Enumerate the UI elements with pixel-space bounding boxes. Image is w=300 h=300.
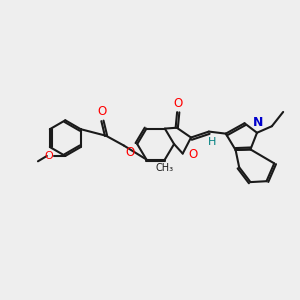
Text: H: H: [208, 137, 217, 147]
Text: N: N: [253, 116, 264, 129]
Text: O: O: [44, 151, 53, 161]
Text: O: O: [98, 105, 107, 118]
Text: O: O: [188, 148, 197, 161]
Text: CH₃: CH₃: [156, 163, 174, 173]
Text: O: O: [125, 146, 135, 159]
Text: O: O: [174, 97, 183, 110]
